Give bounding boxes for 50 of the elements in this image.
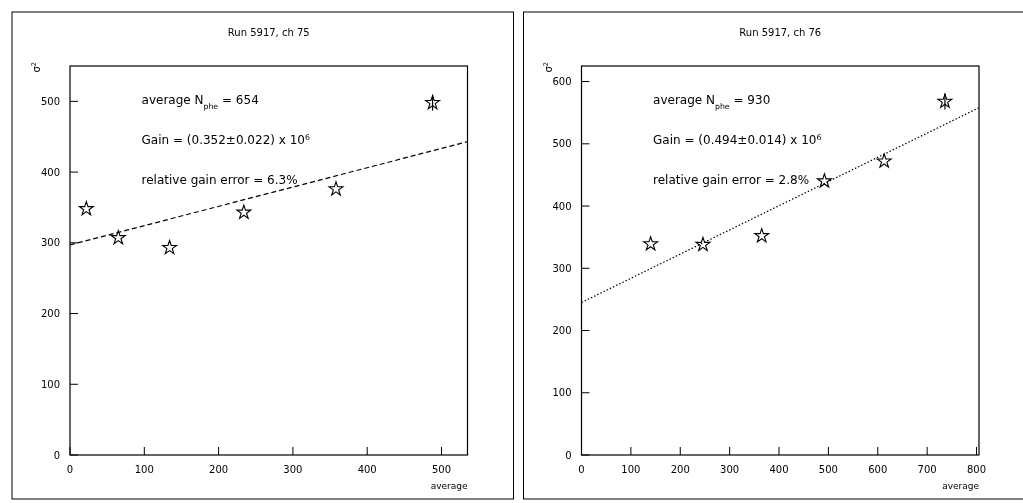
point xyxy=(78,201,94,216)
y-tick-label: 600 xyxy=(552,76,572,88)
annotation: average N$_{phe}$ = 654 xyxy=(141,93,259,111)
x-tick-label: 0 xyxy=(66,464,74,475)
point xyxy=(162,239,178,255)
point xyxy=(236,204,252,219)
annotation: Gain = (0.352±0.022) x 10$^{6}$ xyxy=(141,132,310,147)
point xyxy=(937,93,953,108)
x-tick-label: 300 xyxy=(720,464,740,475)
y-tick-label: 100 xyxy=(552,387,572,399)
x-tick-label: 0 xyxy=(578,464,585,475)
y-tick-label: 0 xyxy=(565,449,572,461)
y-tick-label: 300 xyxy=(552,262,572,274)
x-tick-label: 800 xyxy=(966,464,987,475)
point xyxy=(110,230,126,245)
x-tick-label: 700 xyxy=(917,464,937,475)
y-tick-label: 300 xyxy=(40,237,60,249)
x-tick-label: 200 xyxy=(209,464,229,475)
point xyxy=(816,173,832,188)
x-tick-label: 400 xyxy=(769,464,789,475)
x-tick-label: 400 xyxy=(357,464,377,475)
point xyxy=(876,153,892,168)
x-tick-label: 500 xyxy=(818,464,838,475)
x-tick-label: 200 xyxy=(670,464,690,475)
x-tick-label: 300 xyxy=(283,464,303,475)
y-tick-label: 0 xyxy=(53,449,60,461)
x-tick-label: 500 xyxy=(431,464,452,475)
y-tick-label: 400 xyxy=(552,200,572,212)
x-tick-label: 100 xyxy=(134,464,154,475)
point xyxy=(695,236,711,252)
y-tick-label: 100 xyxy=(40,378,60,390)
y-tick-label: 200 xyxy=(40,308,60,320)
point xyxy=(643,236,659,251)
y-tick-label: 500 xyxy=(40,95,60,107)
annotation: relative gain error = 2.8% xyxy=(653,173,810,187)
x-axis-title: average xyxy=(430,481,468,491)
x-tick-label: 100 xyxy=(621,464,641,475)
annotation: relative gain error = 6.3% xyxy=(141,173,298,187)
x-axis-title: average xyxy=(942,481,980,491)
point xyxy=(754,228,770,243)
y-tick-label: 200 xyxy=(552,325,572,337)
x-tick-label: 600 xyxy=(868,464,888,475)
annotation: Gain = (0.494±0.014) x 10$^{6}$ xyxy=(653,132,822,147)
y-tick-label: 400 xyxy=(40,166,60,178)
chart-title: Run 5917, ch 76 xyxy=(739,27,822,38)
point xyxy=(328,181,344,196)
y-tick-label: 500 xyxy=(552,138,572,150)
annotation: average N$_{phe}$ = 930 xyxy=(653,93,771,111)
point xyxy=(425,94,441,110)
chart-title: Run 5917, ch 75 xyxy=(227,27,310,38)
